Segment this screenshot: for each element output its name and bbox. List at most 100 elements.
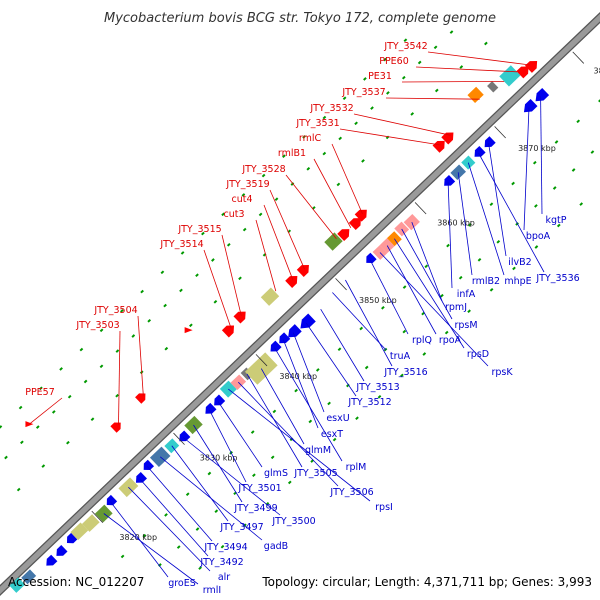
label-leader-line — [260, 368, 305, 445]
tick-dot — [290, 182, 295, 186]
gene-arrow-shape — [233, 311, 246, 324]
tick-dot — [308, 419, 313, 424]
tick-dot — [99, 328, 104, 333]
tick-dot — [220, 544, 225, 549]
tick-dot — [0, 425, 3, 429]
kbp-tick — [414, 202, 427, 215]
label-leader-line — [320, 308, 365, 382]
tick-dot — [115, 349, 120, 353]
gene-label-lower: JTY_3536 — [535, 273, 579, 284]
label-leader-line — [159, 456, 263, 541]
feature-rect — [499, 65, 521, 87]
tick-dot — [195, 527, 200, 531]
tick-dot — [576, 119, 581, 124]
gene-label-lower: rmlB2 — [472, 276, 500, 287]
tick-dot — [401, 75, 406, 80]
gene-label-lower: glmS — [264, 468, 288, 479]
kbp-tick — [91, 510, 104, 523]
label-leader-line — [447, 181, 453, 289]
gene-label-lower: rmlI — [203, 585, 221, 596]
tick-dot — [226, 242, 231, 247]
tick-dot — [511, 181, 515, 186]
tick-dot — [590, 150, 595, 154]
reverse-gene-arrow — [205, 402, 217, 414]
gene-arrow-shape — [474, 145, 486, 157]
gene-arrow-shape — [300, 313, 316, 329]
tick-dot — [359, 326, 364, 331]
tick-dot — [440, 293, 444, 298]
tick-dot — [364, 365, 369, 370]
gene-label-upper: JTY_3537 — [341, 87, 385, 98]
label-leader-line — [282, 339, 319, 429]
genome-backbone — [0, 12, 600, 596]
tick-dot — [302, 135, 306, 139]
label-leader-line — [29, 397, 63, 425]
reverse-gene-arrow — [300, 313, 316, 329]
tick-dot — [458, 275, 463, 280]
kbp-tick — [494, 126, 506, 139]
label-leader-line — [238, 381, 339, 487]
tick-dot — [67, 394, 72, 399]
gene-arrow-shape — [205, 402, 217, 414]
tick-dot — [363, 77, 367, 81]
tick-dot — [131, 334, 136, 338]
label-leader-line — [386, 245, 437, 335]
feature-rect — [324, 232, 343, 251]
gene-label-upper: JTY_3532 — [309, 103, 353, 114]
map-title: Mycobacterium bovis BCG str. Tokyo 172, … — [104, 11, 496, 26]
kbp-marker-label: 3850 kbp — [359, 296, 397, 305]
gene-label-lower: rpsD — [467, 349, 489, 360]
accession-text: Accession: NC_012207 — [8, 575, 144, 589]
tick-dot — [370, 106, 374, 110]
label-leader-line — [385, 97, 480, 100]
tick-dot — [180, 251, 185, 255]
tick-dot — [337, 347, 342, 352]
tick-dot — [306, 166, 311, 171]
gene-arrow-shape — [444, 174, 456, 186]
label-leader-line — [313, 158, 352, 228]
gene-label-lower: JTY_3516 — [383, 367, 427, 378]
gene-label-lower: infA — [457, 289, 476, 300]
tick-dot — [554, 140, 559, 144]
tick-dot — [258, 212, 263, 217]
tick-dot — [20, 440, 24, 445]
tick-dot — [322, 151, 327, 156]
label-leader-line — [255, 219, 277, 292]
gene-label-lower: esxU — [326, 413, 349, 424]
label-leader-line — [269, 189, 305, 270]
kbp-marker-label: 3840 kbp — [279, 372, 317, 381]
gene-label-lower: rpoA — [439, 335, 462, 346]
forward-gene-arrow — [525, 60, 538, 73]
tick-dot — [417, 60, 422, 65]
feature-block — [324, 232, 343, 251]
label-leader-line — [118, 330, 121, 425]
gene-arrow-shape — [214, 394, 226, 406]
tick-dot — [179, 288, 183, 293]
tick-dot — [142, 533, 147, 538]
tick-dot — [195, 273, 199, 278]
forward-gene-arrow — [135, 393, 146, 404]
gene-label-lower: bpoA — [526, 231, 551, 242]
label-leader-line — [467, 162, 505, 276]
forward-gene-arrow — [348, 218, 361, 231]
gene-label-upper: JTY_3528 — [241, 164, 285, 175]
label-leader-line — [171, 445, 229, 522]
label-leader-line — [183, 437, 281, 516]
gene-label-lower: mhpE — [504, 276, 531, 287]
label-leader-line — [415, 66, 518, 73]
tick-dot — [120, 554, 125, 559]
kbp-marker-label: 3830 kbp — [200, 454, 238, 463]
gene-arrow-shape — [366, 252, 377, 263]
gene-label-lower: rpsM — [454, 320, 477, 331]
forward-gene-arrow — [184, 327, 193, 334]
gene-arrow-shape — [279, 332, 291, 344]
label-leader-line — [217, 401, 263, 468]
gene-arrow-shape — [135, 393, 146, 404]
feature-block — [9, 577, 25, 593]
tick-dot — [261, 173, 266, 178]
tick-dot — [322, 115, 327, 120]
label-leader-line — [193, 424, 243, 503]
backbone-core — [0, 13, 600, 595]
tick-dot — [422, 352, 427, 356]
